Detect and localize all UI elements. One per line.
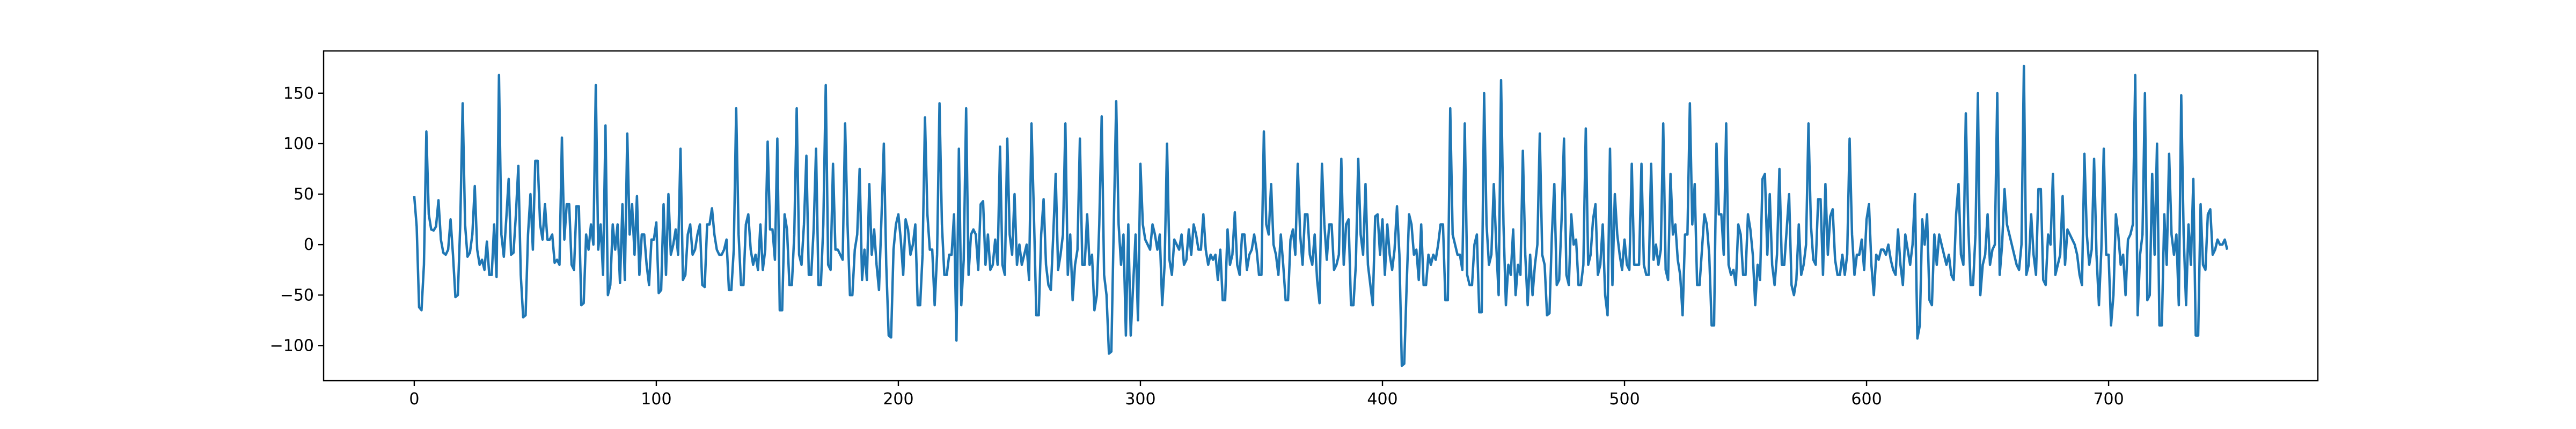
- x-tick-label: 0: [409, 390, 419, 409]
- data-line: [413, 64, 2229, 367]
- y-tick-label: −100: [270, 336, 314, 355]
- x-tick-label: 100: [641, 390, 671, 409]
- x-tick-label: 300: [1125, 390, 1155, 409]
- y-tick-label: 150: [283, 84, 314, 103]
- x-tick-label: 600: [1851, 390, 1882, 409]
- y-tick-label: 0: [304, 235, 314, 254]
- x-tick-label: 500: [1609, 390, 1640, 409]
- x-tick-label: 700: [2093, 390, 2124, 409]
- y-tick-label: 100: [283, 135, 314, 153]
- plot-frame: [323, 50, 2319, 382]
- x-tick-label: 200: [883, 390, 913, 409]
- y-tick-label: −50: [280, 286, 314, 305]
- y-tick-label: 50: [294, 185, 314, 204]
- x-tick-label: 400: [1367, 390, 1397, 409]
